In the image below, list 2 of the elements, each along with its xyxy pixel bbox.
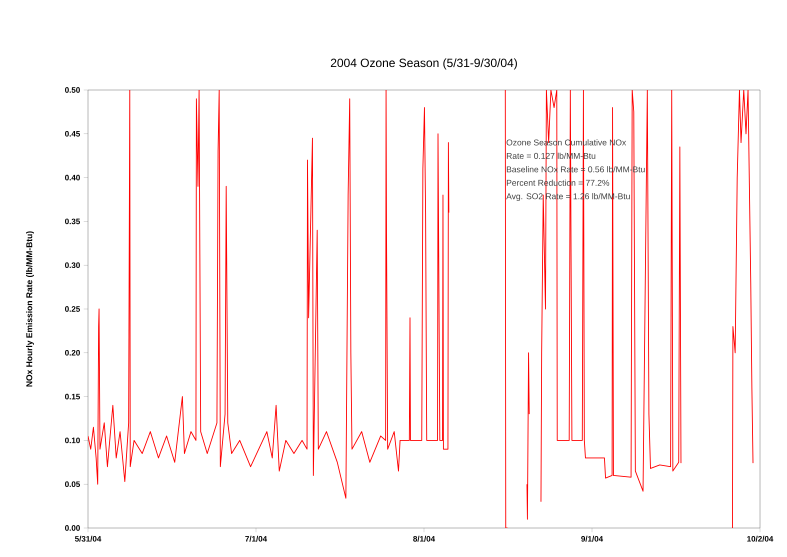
y-axis-title: NOx Hourly Emission Rate (lb/MM-Btu) [26,231,34,387]
chart-title: 2004 Ozone Season (5/31-9/30/04) [330,58,517,70]
